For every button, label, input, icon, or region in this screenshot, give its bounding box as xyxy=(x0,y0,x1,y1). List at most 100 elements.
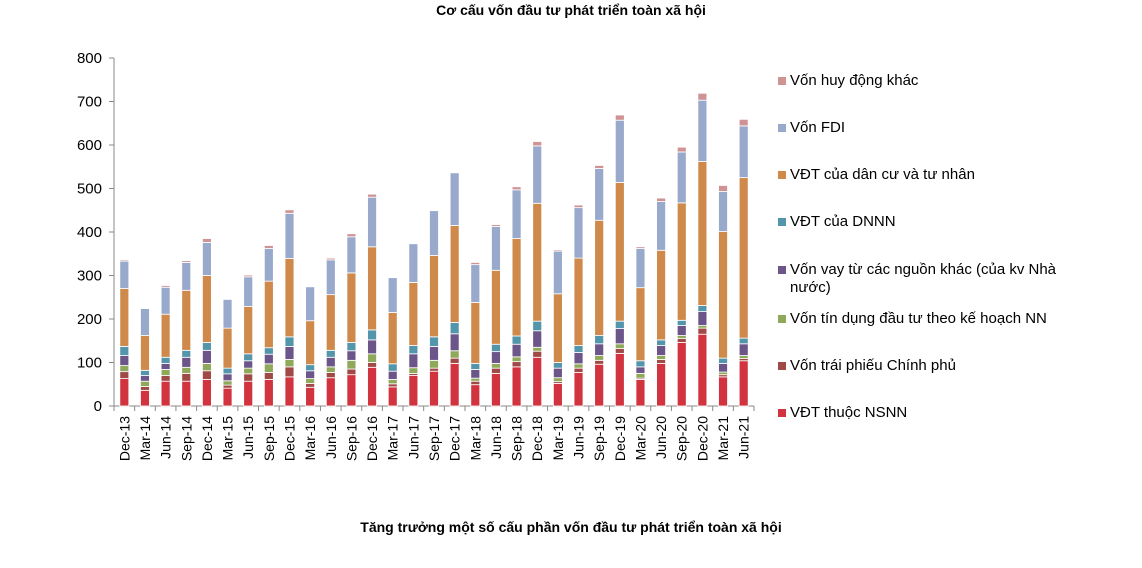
y-tick-label: 700 xyxy=(77,94,102,111)
bar-segment xyxy=(325,377,336,407)
legend-item: Vốn vay từ các nguồn khác (của kv Nhà nư… xyxy=(778,261,1098,297)
bar-segment xyxy=(470,302,481,364)
bar-segment xyxy=(367,193,377,198)
bar-segment xyxy=(594,165,605,169)
bar-segment xyxy=(181,349,192,358)
bar-segment xyxy=(367,362,377,368)
bar-segment xyxy=(160,313,171,358)
bar-segment xyxy=(429,346,439,361)
bar-segment xyxy=(119,355,130,366)
bar-segment xyxy=(676,202,687,321)
bar-segment xyxy=(511,361,522,368)
bar-segment xyxy=(738,118,749,127)
bar-segment xyxy=(697,99,708,162)
bar-segment xyxy=(284,376,295,407)
bar-segment xyxy=(160,362,171,370)
y-tick-label: 300 xyxy=(77,268,102,285)
bar-segment xyxy=(387,383,398,388)
bar-segment xyxy=(284,212,295,259)
bar-segment xyxy=(367,329,377,341)
x-tick-label: Dec-16 xyxy=(364,416,380,461)
bar-segment xyxy=(160,286,171,315)
bar-segment xyxy=(552,367,563,379)
bar-segment xyxy=(181,260,192,263)
bar-segment xyxy=(491,343,501,353)
bar-segment xyxy=(594,355,605,361)
legend-swatch xyxy=(778,218,786,226)
x-tick-label: Dec-13 xyxy=(116,416,132,461)
legend-item: VĐT của dân cư và tư nhân xyxy=(778,166,975,184)
bar-segment xyxy=(573,207,584,259)
legend-label: VĐT thuộc NSNN xyxy=(790,404,908,421)
bar-segment xyxy=(676,335,687,339)
legend-label: Vốn trái phiếu Chính phủ xyxy=(790,357,956,374)
bar-segment xyxy=(718,231,728,359)
bar-segment xyxy=(429,336,439,347)
x-tick-label: Sep-16 xyxy=(343,416,359,461)
bar-segment xyxy=(325,349,336,358)
bar-segment xyxy=(305,370,316,379)
legend-swatch xyxy=(778,124,786,132)
bar-segment xyxy=(573,204,584,209)
bar-segment xyxy=(346,350,357,361)
bar-segment xyxy=(470,264,481,303)
bar-segment xyxy=(697,161,708,306)
bar-segment xyxy=(532,346,543,352)
bar-segment xyxy=(573,257,584,346)
bar-segment xyxy=(738,177,749,339)
bar-segment xyxy=(470,362,481,370)
bar-segment xyxy=(449,322,460,335)
legend-item: Vốn tín dụng đầu tư theo kế hoạch NN xyxy=(778,310,1047,328)
chart-title: Cơ cấu vốn đầu tư phát triển toàn xã hội xyxy=(436,2,706,18)
bar-segment xyxy=(325,366,336,373)
bar-segment xyxy=(284,336,295,347)
bar-segment xyxy=(573,352,584,365)
bar-segment xyxy=(346,272,357,343)
bar-segment xyxy=(573,363,584,369)
bar-segment xyxy=(449,362,460,407)
bar-segment xyxy=(429,359,439,369)
bar-segment xyxy=(202,362,212,372)
bar-segment xyxy=(552,250,563,295)
bar-segment xyxy=(367,366,377,407)
bar-segment xyxy=(408,243,419,283)
bar-segment xyxy=(202,342,212,351)
bar-segment xyxy=(614,343,625,349)
bar-segment xyxy=(140,375,150,382)
bar-segment xyxy=(449,333,460,352)
bar-segment xyxy=(367,353,377,363)
bar-segment xyxy=(614,114,625,121)
bar-segment xyxy=(614,352,625,407)
bar-segment xyxy=(284,209,295,214)
bar-segment xyxy=(160,369,171,376)
bar-segment xyxy=(119,288,130,347)
bar-segment xyxy=(552,362,563,369)
bar-segment xyxy=(346,236,357,274)
bar-segment xyxy=(635,287,646,362)
bar-segment xyxy=(222,327,233,369)
bar-segment xyxy=(532,145,543,204)
x-tick-label: Dec-15 xyxy=(281,416,297,461)
y-tick-label: 800 xyxy=(77,50,102,67)
bar-segment xyxy=(738,125,749,179)
bar-segment xyxy=(263,379,274,407)
bar-segment xyxy=(202,379,212,407)
bar-segment xyxy=(325,372,336,379)
bar-segment xyxy=(243,305,254,355)
bar-segment xyxy=(491,362,501,369)
bar-segment xyxy=(181,372,192,382)
bar-segment xyxy=(346,374,357,407)
bar-segment xyxy=(429,367,439,372)
bar-segment xyxy=(140,308,150,336)
bar-segment xyxy=(243,367,254,375)
bar-segment xyxy=(635,246,646,249)
bar-segment xyxy=(284,258,295,338)
bar-segment xyxy=(202,349,212,364)
bar-segment xyxy=(263,363,274,373)
legend-item: Vốn huy động khác xyxy=(778,72,918,90)
y-tick-label: 200 xyxy=(77,311,102,328)
bar-segment xyxy=(263,280,274,349)
bar-segment xyxy=(181,289,192,351)
x-tick-label: Jun-15 xyxy=(240,416,256,459)
bar-segment xyxy=(305,382,316,388)
